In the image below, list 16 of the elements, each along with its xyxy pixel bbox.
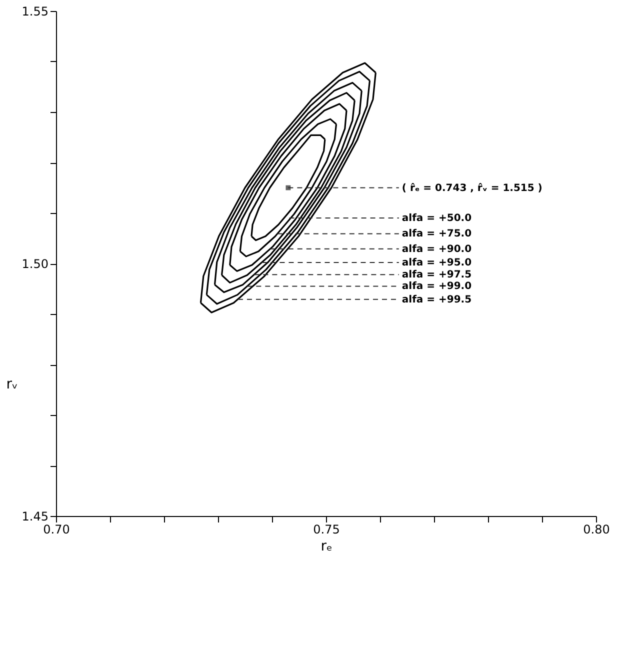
x-tick-label: 0.70	[43, 522, 70, 536]
y-axis-title: rᵥ	[6, 376, 18, 392]
annotation: alfa = +97.5	[402, 270, 472, 281]
x-tick-label: 0.80	[583, 522, 610, 536]
y-tick-label: 1.45	[22, 510, 48, 524]
annotation: alfa = +99.5	[402, 294, 472, 306]
annotation: ( r̂ₑ = 0.743 , r̂ᵥ = 1.515 )	[402, 182, 542, 194]
annotation: alfa = +95.0	[402, 257, 472, 268]
x-tick-label: 0.75	[313, 522, 340, 536]
y-tick-label: 1.50	[22, 257, 48, 271]
y-tick-label: 1.55	[22, 4, 48, 18]
annotation: alfa = +50.0	[402, 213, 472, 224]
annotation: alfa = +75.0	[402, 228, 472, 240]
annotation: alfa = +99.0	[402, 281, 472, 292]
x-axis-title: rₑ	[320, 538, 332, 554]
annotation: alfa = +90.0	[402, 244, 472, 255]
